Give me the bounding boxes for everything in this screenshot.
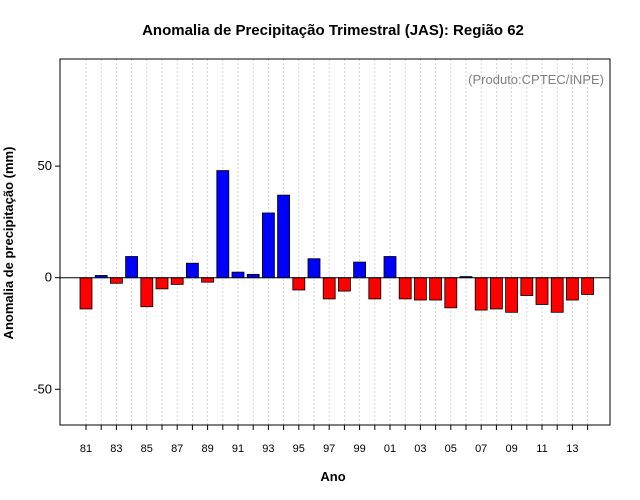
x-tick-label: 01 bbox=[384, 443, 396, 455]
bar-13 bbox=[566, 277, 579, 301]
bars bbox=[79, 170, 594, 313]
x-axis-label: Ano bbox=[320, 469, 345, 484]
x-tick-label: 83 bbox=[110, 443, 122, 455]
bar-98 bbox=[337, 277, 351, 292]
x-tick-label: 81 bbox=[80, 443, 92, 455]
bar-07 bbox=[474, 277, 488, 311]
bar-02 bbox=[398, 277, 412, 300]
bar-14 bbox=[581, 277, 594, 295]
bar-99 bbox=[353, 261, 367, 279]
x-axis: 81 83 85 87 89 91 93 95 97 99 01 03 05 07 09 11 13 bbox=[80, 425, 589, 455]
bar-03 bbox=[413, 277, 427, 301]
bar-91 bbox=[231, 271, 245, 279]
y-tick-label: 50 bbox=[38, 158, 52, 173]
bar-93 bbox=[261, 212, 275, 279]
bar-12 bbox=[550, 277, 564, 313]
bar-83 bbox=[110, 277, 123, 284]
x-tick-label: 97 bbox=[323, 443, 335, 455]
bar-05 bbox=[444, 277, 458, 309]
x-tick-label: 89 bbox=[201, 443, 213, 455]
y-axis: -50 0 50 bbox=[33, 158, 60, 396]
x-tick-label: 93 bbox=[262, 443, 274, 455]
x-tick-label: 95 bbox=[293, 443, 305, 455]
x-tick-label: 11 bbox=[536, 443, 547, 455]
bar-88 bbox=[185, 262, 199, 279]
bar-04 bbox=[429, 277, 443, 301]
x-tick-label: 05 bbox=[445, 443, 457, 455]
bar-84 bbox=[125, 256, 138, 279]
bar-87 bbox=[170, 277, 184, 285]
bar-89 bbox=[201, 277, 215, 283]
x-tick-label: 03 bbox=[414, 443, 426, 455]
bar-94 bbox=[277, 194, 291, 279]
bar-09 bbox=[505, 277, 519, 313]
bar-11 bbox=[535, 277, 549, 305]
bar-92 bbox=[246, 273, 260, 279]
bar-86 bbox=[155, 277, 169, 290]
credit-label: (Produto:CPTEC/INPE) bbox=[468, 72, 604, 87]
bar-95 bbox=[292, 277, 306, 291]
x-tick-label: 99 bbox=[353, 443, 365, 455]
x-tick-label: 09 bbox=[505, 443, 517, 455]
bar-96 bbox=[307, 258, 321, 279]
bar-08 bbox=[489, 277, 503, 310]
x-tick-label: 91 bbox=[232, 443, 244, 455]
bar-81 bbox=[79, 277, 93, 310]
grid-lines bbox=[85, 59, 588, 425]
plot-frame bbox=[59, 58, 611, 426]
bar-90 bbox=[216, 170, 230, 279]
x-tick-label: 87 bbox=[171, 443, 183, 455]
bar-00 bbox=[368, 277, 382, 300]
x-tick-label: 13 bbox=[566, 443, 578, 455]
bar-85 bbox=[140, 277, 154, 308]
bar-97 bbox=[322, 277, 336, 300]
bar-01 bbox=[383, 256, 397, 279]
y-axis-label: Anomalia de precipitação (mm) bbox=[1, 147, 16, 340]
chart-title: Anomalia de Precipitação Trimestral (JAS… bbox=[142, 22, 524, 39]
bar-10 bbox=[520, 277, 534, 296]
y-tick-label: -50 bbox=[33, 381, 52, 396]
x-tick-label: 07 bbox=[475, 443, 487, 455]
x-tick-label: 85 bbox=[141, 443, 153, 455]
y-tick-label: 0 bbox=[45, 270, 52, 285]
